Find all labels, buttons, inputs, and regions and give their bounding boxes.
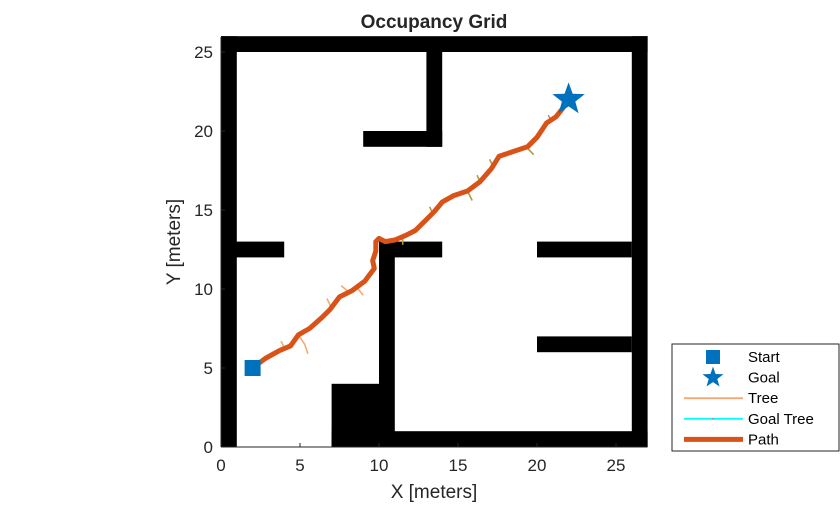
x-tick-label: 25	[607, 456, 626, 475]
legend: Start Goal Tree Goal Tree Path	[671, 343, 840, 452]
x-axis-label: X [meters]	[391, 482, 478, 503]
x-tick-label: 0	[216, 456, 225, 475]
legend-item-goal: Goal	[702, 366, 780, 387]
legend-label: Start	[748, 349, 781, 366]
goal-star-icon	[552, 82, 585, 114]
obstacle-block	[631, 36, 648, 447]
legend-item-goal-tree: Goal Tree	[684, 411, 814, 428]
x-tick-label: 5	[295, 456, 304, 475]
obstacles-layer	[221, 36, 648, 447]
y-ticks: 0 5 10 15 20 25	[194, 43, 225, 457]
obstacle-block	[221, 36, 237, 447]
x-ticks: 0 5 10 15 20 25	[216, 443, 625, 475]
legend-item-path: Path	[684, 431, 779, 448]
tree-branch	[297, 334, 309, 355]
y-tick-label: 5	[204, 359, 213, 378]
obstacle-block	[221, 241, 285, 258]
dot-marker-icon	[712, 417, 714, 420]
obstacle-block	[331, 431, 648, 447]
y-tick-label: 25	[194, 43, 213, 62]
obstacle-block	[537, 241, 632, 258]
y-tick-label: 10	[194, 280, 213, 299]
legend-label: Tree	[748, 390, 778, 407]
obstacle-block	[331, 383, 379, 447]
legend-label: Path	[748, 431, 779, 448]
square-marker-icon	[706, 350, 720, 364]
x-tick-label: 15	[449, 456, 468, 475]
legend-label: Goal	[748, 370, 780, 387]
obstacle-block	[379, 241, 395, 447]
obstacle-block	[379, 241, 443, 258]
y-axis-label: Y [meters]	[164, 199, 185, 285]
x-tick-label: 10	[370, 456, 389, 475]
obstacle-block	[363, 131, 443, 147]
plot-axes: 0 5 10 15 20 25 0 5 10 15 20 25	[194, 36, 648, 475]
tree-branch	[340, 285, 348, 292]
y-tick-label: 0	[204, 438, 213, 457]
obstacle-block	[221, 36, 648, 52]
obstacle-block	[426, 52, 443, 147]
y-tick-label: 15	[194, 201, 213, 220]
planned-path	[250, 96, 572, 371]
legend-label: Goal Tree	[748, 411, 814, 428]
obstacle-block	[537, 336, 632, 353]
x-tick-label: 20	[528, 456, 547, 475]
y-tick-label: 20	[194, 122, 213, 141]
legend-item-tree: Tree	[684, 390, 778, 407]
start-marker	[244, 360, 261, 376]
star-marker-icon	[702, 366, 724, 387]
chart-title: Occupancy Grid	[361, 12, 508, 33]
legend-item-start: Start	[706, 349, 781, 366]
